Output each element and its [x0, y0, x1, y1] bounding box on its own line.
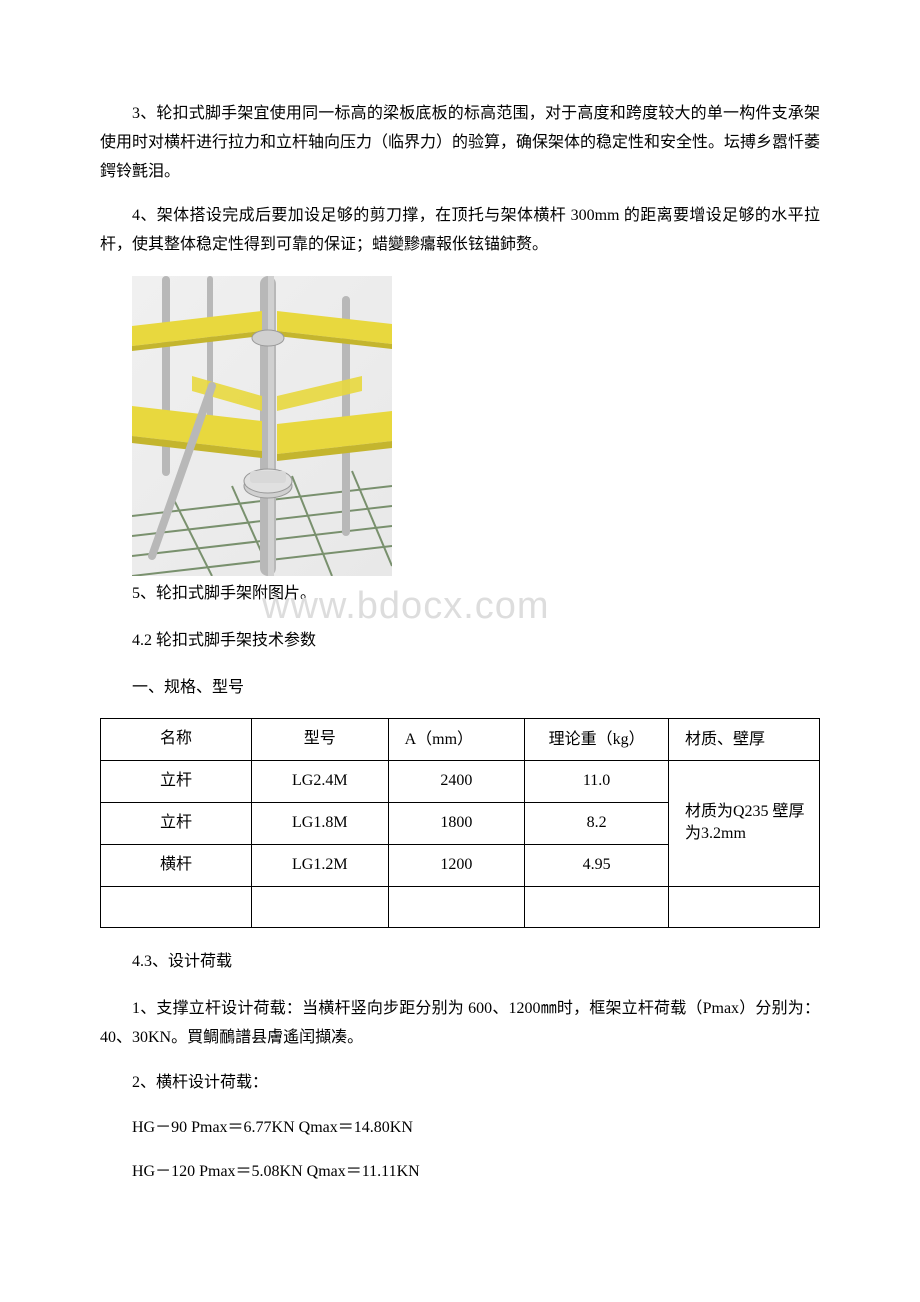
caption-wrapper: 5、轮扣式脚手架附图片。 www.bdocx.com	[100, 580, 820, 609]
col-header-material: 材质、壁厚	[669, 719, 820, 761]
col-header-a-mm: A（mm）	[388, 719, 525, 761]
paragraph-5-caption: 5、轮扣式脚手架附图片。	[132, 585, 316, 602]
empty-cell	[251, 886, 388, 928]
spec-table: 名称 型号 A（mm） 理论重（kg） 材质、壁厚 立杆 LG2.4M 2400…	[100, 718, 820, 928]
cell-material-merged: 材质为Q235 壁厚为3.2mm	[669, 761, 820, 886]
cell-name-1: 立杆	[101, 802, 252, 844]
load-paragraph-1: 1、支撑立杆设计荷载：当横杆竖向步距分别为 600、1200㎜时，框架立杆荷载（…	[100, 995, 820, 1053]
cell-a-0: 2400	[388, 761, 525, 803]
cell-model-2: LG1.2M	[251, 844, 388, 886]
cell-model-0: LG2.4M	[251, 761, 388, 803]
empty-cell	[388, 886, 525, 928]
col-header-model: 型号	[251, 719, 388, 761]
empty-cell	[101, 886, 252, 928]
scaffold-image	[132, 276, 392, 576]
empty-cell	[525, 886, 669, 928]
paragraph-3: 3、轮扣式脚手架宜使用同一标高的梁板底板的标高范围，对于高度和跨度较大的单一构件…	[100, 100, 820, 186]
paragraph-4: 4、架体搭设完成后要加设足够的剪刀撑，在顶托与架体横杆 300mm 的距离要增设…	[100, 202, 820, 260]
table-empty-row	[101, 886, 820, 928]
cell-model-1: LG1.8M	[251, 802, 388, 844]
cell-weight-2: 4.95	[525, 844, 669, 886]
cell-name-2: 横杆	[101, 844, 252, 886]
section-heading-4-2: 4.2 轮扣式脚手架技术参数	[100, 627, 820, 656]
section-heading-4-3: 4.3、设计荷载	[100, 948, 820, 977]
load-hg90: HG－90 Pmax＝6.77KN Qmax＝14.80KN	[100, 1114, 820, 1143]
load-paragraph-2: 2、横杆设计荷载：	[100, 1069, 820, 1098]
load-hg120: HG－120 Pmax＝5.08KN Qmax＝11.11KN	[100, 1158, 820, 1187]
col-header-weight: 理论重（kg）	[525, 719, 669, 761]
cell-weight-1: 8.2	[525, 802, 669, 844]
table-row: 立杆 LG2.4M 2400 11.0 材质为Q235 壁厚为3.2mm	[101, 761, 820, 803]
cell-a-2: 1200	[388, 844, 525, 886]
table-header-row: 名称 型号 A（mm） 理论重（kg） 材质、壁厚	[101, 719, 820, 761]
col-header-name: 名称	[101, 719, 252, 761]
cell-name-0: 立杆	[101, 761, 252, 803]
subsection-heading-1: 一、规格、型号	[100, 674, 820, 703]
cell-weight-0: 11.0	[525, 761, 669, 803]
empty-cell	[669, 886, 820, 928]
cell-a-1: 1800	[388, 802, 525, 844]
